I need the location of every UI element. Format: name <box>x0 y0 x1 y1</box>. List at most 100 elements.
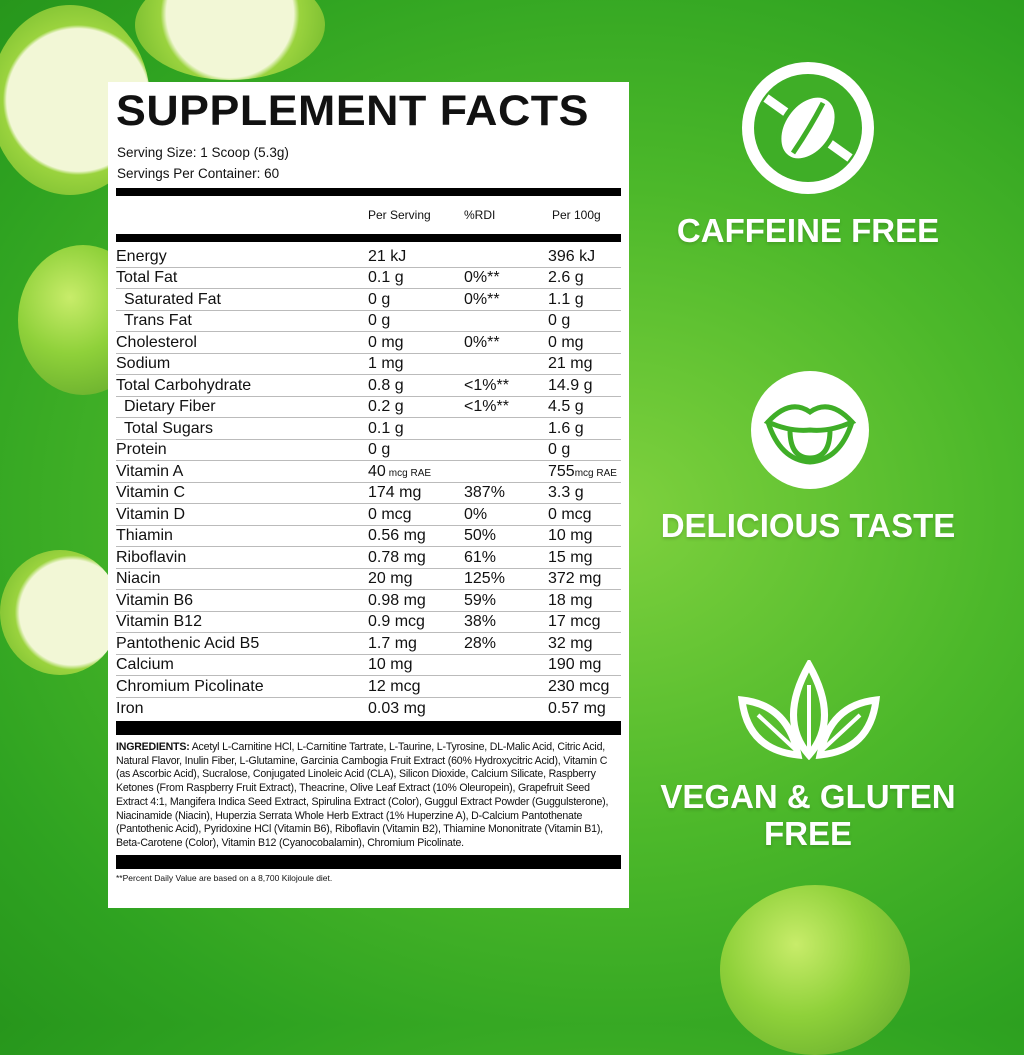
nutrient-row: Dietary Fiber 0.2 g <1%** 4.5 g <box>116 397 621 418</box>
unit: mcg RAE <box>574 467 617 479</box>
rdi-value: 0% <box>464 505 488 523</box>
nutrient-name: Vitamin A <box>116 462 184 480</box>
leaves-icon <box>738 660 880 760</box>
nutrient-row: Iron 0.03 mg 0.57 mg <box>116 698 621 720</box>
per-serving-value: 0.03 mg <box>368 700 426 717</box>
claim-caffeine-free: CAFFEINE FREE <box>676 212 940 249</box>
per-serving-value: 174 mg <box>368 484 422 501</box>
nutrient-row: Vitamin D 0 mcg 0% 0 mcg <box>116 504 621 526</box>
ingredients-text: Acetyl L-Carnitine HCl, L-Carnitine Tart… <box>116 741 609 849</box>
per-100g-value: 15 mg <box>548 548 593 566</box>
per-100g-value: 21 mg <box>548 355 593 372</box>
header-per-100g: Per 100g <box>552 208 601 222</box>
rdi-value: 0%** <box>464 290 500 308</box>
nutrient-row: Calcium 10 mg 190 mg <box>116 655 621 676</box>
nutrient-row: Vitamin C 174 mg 387% 3.3 g <box>116 483 621 504</box>
nutrient-row: Pantothenic Acid B5 1.7 mg 28% 32 mg <box>116 633 621 655</box>
nutrient-row: Niacin 20 mg 125% 372 mg <box>116 569 621 590</box>
nutrient-name: Vitamin C <box>116 484 186 501</box>
per-serving-value: 0.8 g <box>368 376 404 394</box>
per-100g-value: 372 mg <box>548 570 602 587</box>
nutrient-row: Cholesterol 0 mg 0%** 0 mg <box>116 332 621 354</box>
per-serving-value: 21 kJ <box>368 247 407 265</box>
per-100g-value: 755 <box>548 462 575 480</box>
per-serving-value: 10 mg <box>368 656 413 673</box>
ingredients-label: INGREDIENTS: <box>116 741 190 753</box>
per-100g-value: 0 g <box>548 312 571 329</box>
per-100g-value: 0 g <box>548 441 571 458</box>
rdi-value: 0%** <box>464 333 500 351</box>
per-100g-value: 4.5 g <box>548 398 584 415</box>
header-rdi: %RDI <box>464 208 496 222</box>
panel-title: SUPPLEMENT FACTS <box>116 87 589 135</box>
nutrient-row: Protein 0 g 0 g <box>116 440 621 461</box>
rdi-value: 50% <box>464 527 497 544</box>
nutrient-name: Total Fat <box>116 269 178 286</box>
per-100g-value: 0 mg <box>548 333 584 351</box>
per-serving-value: 0.56 mg <box>368 527 426 544</box>
nutrient-name: Niacin <box>116 570 161 587</box>
nutrient-name: Saturated Fat <box>124 290 221 308</box>
nutrient-row: Total Carbohydrate 0.8 g <1%** 14.9 g <box>116 375 621 397</box>
per-serving-value: 40 <box>368 462 386 480</box>
per-serving-value: 0.9 mcg <box>368 613 425 630</box>
claim-vegan-gluten-free: VEGAN & GLUTEN FREE <box>660 778 956 852</box>
divider <box>116 234 621 242</box>
nutrient-name: Calcium <box>116 656 174 673</box>
per-100g-value: 3.3 g <box>548 484 584 501</box>
per-serving-value: 20 mg <box>368 570 413 587</box>
per-100g-value: 10 mg <box>548 527 593 544</box>
per-serving-value: 0 g <box>368 312 391 329</box>
per-100g-value: 0.57 mg <box>548 700 606 717</box>
nutrient-name: Sodium <box>116 355 171 372</box>
per-serving-value: 0.1 g <box>368 269 404 286</box>
footnote: **Percent Daily Value are based on a 8,7… <box>116 872 333 883</box>
per-100g-value: 18 mg <box>548 591 593 609</box>
green-apple-image <box>720 885 910 1055</box>
nutrient-name: Protein <box>116 441 167 458</box>
nutrient-row: Vitamin B6 0.98 mg 59% 18 mg <box>116 590 621 612</box>
nutrient-row: Sodium 1 mg 21 mg <box>116 354 621 375</box>
per-100g-value: 14.9 g <box>548 376 593 394</box>
per-100g-value: 1.6 g <box>548 419 584 437</box>
rdi-value: 0%** <box>464 269 500 286</box>
per-serving-value: 0 g <box>368 290 391 308</box>
column-headers: Per Serving %RDI Per 100g <box>116 196 621 234</box>
nutrient-row: Vitamin A 40 mcg RAE 755mcg RAE <box>116 461 621 483</box>
per-100g-value: 1.1 g <box>548 290 584 308</box>
per-100g-value: 17 mcg <box>548 613 601 630</box>
apple-slice-image <box>135 0 325 80</box>
per-100g-cell: 755mcg RAE <box>548 463 621 481</box>
claim-delicious-taste: DELICIOUS TASTE <box>660 507 956 544</box>
per-100g-value: 396 kJ <box>548 247 596 265</box>
divider <box>116 721 621 735</box>
servings-per-container: Servings Per Container: 60 <box>117 166 280 181</box>
nutrient-name: Thiamin <box>116 527 173 544</box>
per-100g-value: 190 mg <box>548 656 602 673</box>
nutrient-row: Thiamin 0.56 mg 50% 10 mg <box>116 526 621 547</box>
nutrient-row: Chromium Picolinate 12 mcg 230 mcg <box>116 676 621 698</box>
nutrient-name: Cholesterol <box>116 333 197 351</box>
rdi-value: 28% <box>464 634 497 652</box>
no-coffee-bean-icon <box>742 62 874 194</box>
per-serving-value: 0.98 mg <box>368 591 426 609</box>
per-serving-value: 1.7 mg <box>368 634 417 652</box>
per-100g-value: 0 mcg <box>548 505 592 523</box>
per-serving-value: 0.78 mg <box>368 548 426 566</box>
apple-slice-image <box>0 550 120 675</box>
lips-tongue-icon <box>751 371 869 489</box>
per-serving-value: 0 mg <box>368 333 404 351</box>
nutrient-row: Total Fat 0.1 g 0%** 2.6 g <box>116 268 621 289</box>
nutrient-table: Energy 21 kJ 396 kJ Total Fat 0.1 g 0%** 2.6 g… <box>116 246 621 719</box>
unit: mcg RAE <box>388 467 432 479</box>
nutrient-name: Vitamin B12 <box>116 613 202 630</box>
nutrient-name: Vitamin B6 <box>116 591 194 609</box>
rdi-value: 387% <box>464 484 505 501</box>
rdi-value: <1%** <box>464 398 509 415</box>
header-per-serving: Per Serving <box>368 208 431 222</box>
rdi-value: 125% <box>464 570 505 587</box>
divider <box>116 854 621 869</box>
nutrient-row: Riboflavin 0.78 mg 61% 15 mg <box>116 547 621 569</box>
nutrient-name: Total Sugars <box>124 419 213 437</box>
per-100g-value: 230 mcg <box>548 677 610 695</box>
